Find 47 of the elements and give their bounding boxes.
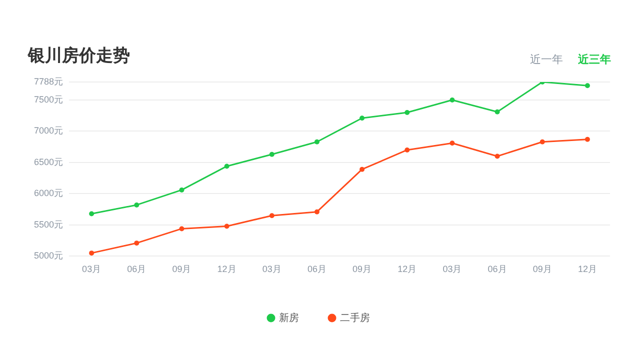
point <box>179 187 184 192</box>
point <box>494 154 500 159</box>
x-tick-label: 03月 <box>262 264 282 274</box>
y-tick-label: 7000元 <box>34 126 64 136</box>
x-tick-label: 03月 <box>442 264 462 274</box>
x-tick-label: 09月 <box>172 264 192 274</box>
x-tick-label: 06月 <box>127 264 146 274</box>
y-tick-label: 5000元 <box>34 250 64 261</box>
y-tick-label: 7788元 <box>34 76 64 86</box>
text: 近一年 <box>530 52 563 67</box>
point <box>134 240 140 246</box>
x-tick-label: 06月 <box>488 264 507 274</box>
chart-title: 银川房价走势 <box>28 45 130 67</box>
x-tick-label: 09月 <box>532 264 552 274</box>
point <box>450 140 455 146</box>
y-tick-label: 7500元 <box>34 94 64 104</box>
point <box>584 136 590 142</box>
point <box>224 164 230 169</box>
point <box>450 97 455 102</box>
point <box>584 83 590 88</box>
point <box>314 139 320 144</box>
point <box>89 211 94 216</box>
x-tick-label: 09月 <box>352 264 372 274</box>
point <box>269 213 274 218</box>
point <box>314 209 320 214</box>
point <box>269 152 274 157</box>
x-tick-label: 12月 <box>398 264 417 274</box>
y-tick-label: 6000元 <box>34 188 64 198</box>
point <box>540 139 545 144</box>
point <box>224 224 230 229</box>
y-tick-label: 5500元 <box>34 219 64 230</box>
text: 近三年 <box>578 52 611 67</box>
x-tick-label: 06月 <box>307 264 326 274</box>
point <box>360 166 365 172</box>
x-tick-label: 03月 <box>82 264 102 274</box>
point <box>404 147 410 152</box>
point <box>404 110 410 115</box>
legend-label: 新房 <box>279 312 299 324</box>
point <box>89 250 94 256</box>
point <box>134 202 140 208</box>
x-tick-label: 12月 <box>217 264 236 274</box>
x-tick-label: 12月 <box>578 264 597 274</box>
legend-label: 二手房 <box>340 312 370 324</box>
y-tick-label: 6500元 <box>34 156 64 167</box>
point <box>179 226 184 232</box>
point <box>494 109 500 114</box>
point <box>360 116 365 121</box>
